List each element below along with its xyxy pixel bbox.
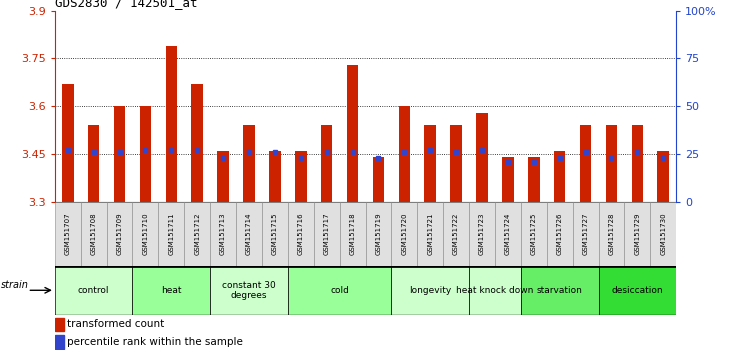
Text: GSM151717: GSM151717 — [324, 212, 330, 255]
Bar — [262, 202, 288, 266]
Text: cold: cold — [330, 286, 349, 295]
Bar — [165, 46, 177, 202]
Bar — [236, 202, 262, 266]
Text: GSM151718: GSM151718 — [349, 212, 355, 255]
Text: GSM151720: GSM151720 — [401, 212, 407, 255]
Bar — [211, 266, 288, 315]
Bar — [88, 125, 99, 202]
Bar — [211, 202, 236, 266]
Bar — [80, 202, 107, 266]
Bar — [651, 202, 676, 266]
Text: GDS2830 / 142501_at: GDS2830 / 142501_at — [55, 0, 197, 10]
Bar — [425, 125, 436, 202]
Text: GSM151722: GSM151722 — [453, 212, 459, 255]
Bar — [580, 125, 591, 202]
Text: strain: strain — [1, 280, 29, 290]
Bar — [572, 202, 599, 266]
Text: control: control — [78, 286, 110, 295]
Bar — [521, 266, 599, 315]
Text: transformed count: transformed count — [67, 319, 164, 329]
Bar — [469, 202, 495, 266]
Text: GSM151729: GSM151729 — [635, 212, 640, 255]
Text: GSM151724: GSM151724 — [505, 212, 511, 255]
Bar — [469, 266, 520, 315]
Text: GSM151713: GSM151713 — [220, 212, 226, 255]
Text: GSM151709: GSM151709 — [116, 212, 123, 255]
Bar — [502, 157, 514, 202]
Bar — [217, 151, 229, 202]
Text: GSM151719: GSM151719 — [376, 212, 382, 255]
Bar — [391, 266, 469, 315]
Bar — [55, 318, 64, 331]
Bar — [632, 125, 643, 202]
Bar — [314, 202, 340, 266]
Bar — [321, 125, 333, 202]
Text: GSM151726: GSM151726 — [557, 212, 563, 255]
Bar — [159, 202, 184, 266]
Bar — [373, 157, 385, 202]
Bar — [55, 202, 80, 266]
Bar — [599, 266, 676, 315]
Text: GSM151730: GSM151730 — [660, 212, 666, 255]
Text: heat: heat — [161, 286, 181, 295]
Bar — [528, 157, 539, 202]
Text: longevity: longevity — [409, 286, 451, 295]
Bar — [476, 113, 488, 202]
Bar — [417, 202, 443, 266]
Text: GSM151721: GSM151721 — [427, 212, 433, 255]
Bar — [599, 202, 624, 266]
Bar — [132, 202, 159, 266]
Bar — [521, 202, 547, 266]
Text: GSM151710: GSM151710 — [143, 212, 148, 255]
Text: GSM151715: GSM151715 — [272, 212, 278, 255]
Bar — [140, 106, 151, 202]
Bar — [450, 125, 462, 202]
Text: GSM151725: GSM151725 — [531, 212, 537, 255]
Text: starvation: starvation — [537, 286, 583, 295]
Bar — [55, 266, 132, 315]
Bar — [288, 266, 391, 315]
Bar — [398, 106, 410, 202]
Text: GSM151714: GSM151714 — [246, 212, 252, 255]
Bar — [495, 202, 520, 266]
Bar — [554, 151, 566, 202]
Text: GSM151728: GSM151728 — [608, 212, 615, 255]
Bar — [192, 84, 203, 202]
Bar — [62, 84, 74, 202]
Bar — [366, 202, 391, 266]
Text: heat knock down: heat knock down — [456, 286, 534, 295]
Bar — [132, 266, 211, 315]
Bar — [184, 202, 211, 266]
Bar — [391, 202, 417, 266]
Bar — [288, 202, 314, 266]
Bar — [605, 125, 617, 202]
Text: desiccation: desiccation — [612, 286, 663, 295]
Bar — [243, 125, 255, 202]
Text: GSM151727: GSM151727 — [583, 212, 588, 255]
Bar — [346, 65, 358, 202]
Bar — [295, 151, 306, 202]
Text: GSM151723: GSM151723 — [479, 212, 485, 255]
Bar — [107, 202, 132, 266]
Bar — [624, 202, 651, 266]
Text: GSM151707: GSM151707 — [65, 212, 71, 255]
Text: percentile rank within the sample: percentile rank within the sample — [67, 337, 243, 347]
Bar — [55, 335, 64, 349]
Text: constant 30
degrees: constant 30 degrees — [222, 281, 276, 300]
Bar — [114, 106, 126, 202]
Text: GSM151711: GSM151711 — [168, 212, 174, 255]
Bar — [269, 151, 281, 202]
Bar — [547, 202, 572, 266]
Text: GSM151712: GSM151712 — [194, 212, 200, 255]
Bar — [657, 151, 669, 202]
Bar — [443, 202, 469, 266]
Bar — [340, 202, 366, 266]
Text: GSM151708: GSM151708 — [91, 212, 96, 255]
Text: GSM151716: GSM151716 — [298, 212, 304, 255]
